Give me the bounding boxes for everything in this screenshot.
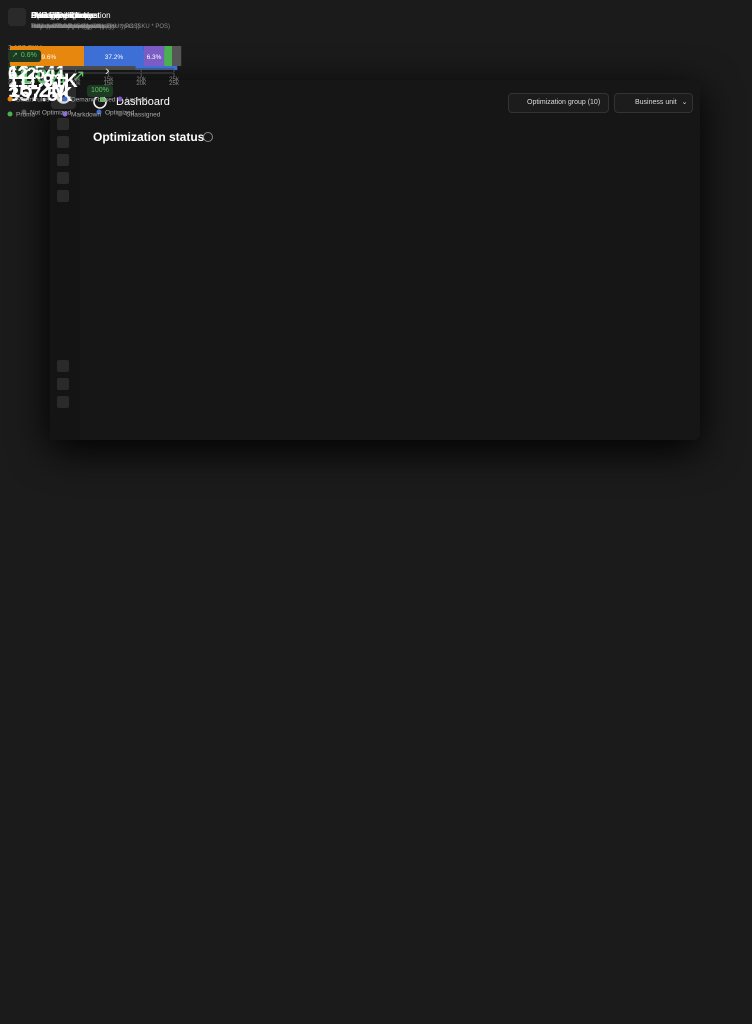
card-title: SKU integrated [31,11,86,20]
legend-label: Not Optimized [30,110,72,117]
card-subtitle: Potential Revenue (abs.,%) [31,24,105,30]
legend-label: Promo [16,112,36,119]
bar-segment [164,46,173,66]
card-subtitle: Projected Revenue Uplift [31,24,98,30]
change-badge: ↗ 0.6% [8,50,41,62]
badge-text: 100% [91,87,109,94]
badge-arrow: ↗ [12,52,18,59]
metric-value: 12,541 [8,62,67,84]
bar-segment [84,46,144,66]
card-subtitle: Projected Profit Uplift [31,24,88,30]
legend-swatch [7,111,13,117]
legend-swatch [7,96,13,102]
legend-label: Demand-based [71,97,116,104]
legend-swatch [117,96,123,102]
app-window [50,80,700,440]
nav-icon[interactable] [57,378,69,390]
badge-text: 0.6% [20,52,37,59]
info-icon[interactable] [203,132,213,142]
card-icon [8,8,26,26]
legend-label: Smart rules [16,97,50,104]
page-title: Dashboard [116,96,170,108]
metric-value: 622 [8,63,37,83]
legend-label: Locked [126,97,147,104]
nav-icon[interactable] [57,172,69,184]
x-tick-label: 0 [8,81,12,87]
bar-segment [143,46,165,66]
x-tick-label: 5k [40,81,47,87]
x-tick-label: 20k [136,77,147,83]
filter-button[interactable]: Optimization group (10) [508,93,609,113]
card-subtitle: Total optimized price points (SKU * POS) [31,24,140,30]
card-title: Optimized Prices [31,11,92,20]
legend-label: Unassigned [126,112,161,119]
metric-value: 15.2M [8,76,70,102]
card-title: Gross Profit Impact [31,11,100,20]
section-title: Optimization status [93,130,205,144]
nav-icon[interactable] [57,360,69,372]
legend-swatch [62,111,68,117]
card-title: Revenue Impact [31,11,90,20]
card-subtitle: SKUs without Pricing campaign [31,24,115,30]
x-tick-label: 10k [71,81,82,87]
filter-button[interactable]: Business unit ⌄ [614,93,693,113]
card-title: Pricing Distribution [31,11,98,20]
x-tick-label: 15k [104,77,115,83]
legend-swatch [117,111,123,117]
legend-swatch [21,109,27,115]
x-tick-label: 15k [104,81,115,87]
metric-card: Pricing Distribution Price points by pric… [0,8,186,764]
legend-swatch [62,96,68,102]
segment-label: 49.6% [38,54,57,61]
card-subtitle: Based on the last integration [31,24,108,30]
nav-icon[interactable] [57,396,69,408]
metric-card: Unassigned items SKUs without Pricing cam… [0,8,125,1024]
card-title: AVG Price change [31,11,97,20]
legend-label: Markdown [71,112,101,119]
segment-label: 6.3% [147,54,162,61]
page: Dashboard Optimization group (10) Busine… [7,8,700,440]
nav-icon[interactable] [57,136,69,148]
segment-label: 37.2% [105,54,124,61]
open-button[interactable]: › [105,62,110,78]
x-tick-label: 20k [136,81,147,87]
bar-segment [172,46,182,66]
card-subtitle: Price points by pricing-campaign types (… [31,24,171,30]
metric-value: 111.91K [8,70,78,92]
nav-icon[interactable] [57,190,69,202]
x-tick-label: 5k [40,77,47,83]
x-tick-label: 10k [71,77,82,83]
card-subtitle: Recom. vs. Current [31,24,83,30]
card-title: Unassigned items [31,11,95,20]
x-tick-label: 25k [169,77,180,83]
button-label: Business unit [635,99,677,106]
card-title: Ready for optimization [31,11,111,20]
trend-arrow: ↗ [72,68,86,85]
metric-value: +1.0% [8,66,66,88]
metric-value: 357.5K [8,84,73,106]
button-label: Optimization group (10) [527,99,601,106]
nav-icon[interactable] [57,118,69,130]
app-logo[interactable] [51,84,76,109]
legend-swatch [96,109,102,115]
nav-icon[interactable] [57,154,69,166]
metric-card: Gross Profit Impact Projected Profit Upli… [0,8,129,894]
change-badge: 100% [87,85,113,97]
x-tick-label: 0 [8,77,12,83]
x-tick-label: 25k [169,81,180,87]
